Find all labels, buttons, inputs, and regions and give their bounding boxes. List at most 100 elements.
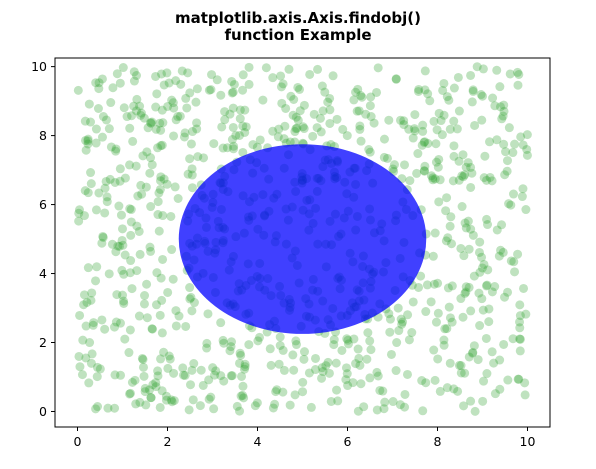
scatter-point — [227, 135, 237, 145]
scatter-point — [508, 334, 518, 344]
scatter-point — [173, 194, 183, 203]
scatter-point — [157, 386, 167, 396]
scatter-point — [140, 383, 150, 393]
scatter-point — [342, 334, 352, 344]
scatter-point — [211, 366, 221, 376]
scatter-point — [116, 370, 126, 380]
scatter-point — [477, 91, 487, 101]
scatter-point — [343, 381, 353, 391]
scatter-point — [253, 336, 263, 346]
scatter-point — [379, 404, 389, 414]
scatter-point — [131, 161, 141, 171]
scatter-point — [482, 280, 492, 290]
scatter-point — [133, 191, 143, 201]
scatter-point — [342, 369, 352, 379]
scatter-point — [433, 354, 443, 364]
scatter-point — [343, 339, 353, 349]
scatter-point — [146, 393, 156, 403]
scatter-point — [278, 387, 288, 397]
scatter-point — [134, 226, 144, 236]
scatter-point — [417, 376, 427, 386]
scatter-point — [235, 105, 245, 115]
scatter-point — [490, 389, 500, 399]
scatter-point — [152, 89, 162, 99]
scatter-point — [219, 338, 229, 348]
scatter-point — [369, 118, 379, 128]
scatter-point — [91, 276, 101, 286]
scatter-point — [482, 214, 492, 224]
scatter-point — [412, 168, 422, 178]
scatter-point — [146, 202, 156, 212]
scatter-point — [153, 210, 163, 220]
scatter-point — [110, 370, 120, 380]
scatter-point — [495, 355, 505, 365]
scatter-point — [290, 137, 300, 147]
scatter-point — [466, 306, 476, 316]
scatter-point — [419, 137, 429, 147]
scatter-point — [467, 168, 477, 178]
scatter-point — [485, 172, 495, 182]
scatter-point — [179, 370, 189, 380]
scatter-point — [86, 179, 96, 189]
scatter-point — [353, 84, 363, 94]
scatter-point — [452, 124, 462, 134]
scatter-point — [117, 265, 127, 275]
scatter-point — [141, 182, 151, 192]
scatter-point — [298, 377, 308, 387]
scatter-point — [453, 72, 463, 82]
scatter-point — [477, 263, 487, 273]
scatter-point — [442, 193, 452, 203]
scatter-point — [171, 115, 181, 125]
scatter-point — [91, 78, 101, 88]
x-tick-label: 10 — [520, 434, 536, 449]
scatter-point — [97, 238, 107, 248]
scatter-point — [299, 100, 309, 110]
scatter-point — [399, 116, 409, 126]
scatter-point — [484, 317, 494, 327]
scatter-point — [485, 137, 495, 147]
scatter-point — [182, 103, 192, 113]
scatter-point — [125, 160, 135, 170]
scatter-point — [91, 138, 101, 148]
scatter-point — [166, 211, 176, 221]
scatter-point — [125, 204, 135, 214]
scatter-point — [192, 84, 202, 94]
scatter-point — [209, 404, 219, 414]
scatter-point — [478, 305, 488, 315]
scatter-point — [151, 382, 161, 392]
scatter-point — [178, 363, 188, 373]
y-tick-label: 6 — [39, 197, 47, 212]
scatter-point — [240, 105, 250, 115]
scatter-point — [216, 90, 226, 100]
scatter-point — [449, 116, 459, 126]
scatter-point — [499, 139, 509, 149]
scatter-point — [97, 74, 107, 84]
scatter-point — [118, 296, 128, 306]
scatter-point — [522, 144, 532, 154]
scatter-point — [497, 114, 507, 124]
scatter-point — [173, 112, 183, 122]
scatter-point — [299, 354, 309, 364]
scatter-point — [295, 84, 305, 94]
scatter-point — [202, 343, 212, 353]
scatter-point — [498, 247, 508, 257]
scatter-point — [171, 321, 181, 331]
scatter-point — [74, 216, 84, 226]
scatter-point — [353, 344, 363, 354]
scatter-point — [428, 175, 438, 185]
scatter-point — [83, 263, 93, 273]
scatter-point — [226, 342, 236, 352]
scatter-point — [112, 69, 122, 79]
scatter-point — [400, 389, 410, 399]
scatter-point — [140, 387, 150, 397]
scatter-point — [240, 127, 250, 137]
scatter-point — [502, 166, 512, 176]
scatter-point — [441, 236, 451, 246]
scatter-point — [522, 130, 532, 140]
scatter-point — [421, 307, 431, 317]
scatter-point — [188, 127, 197, 137]
scatter-point — [468, 348, 478, 358]
scatter-point — [100, 183, 110, 193]
scatter-point — [396, 115, 405, 125]
scatter-point — [225, 109, 235, 119]
